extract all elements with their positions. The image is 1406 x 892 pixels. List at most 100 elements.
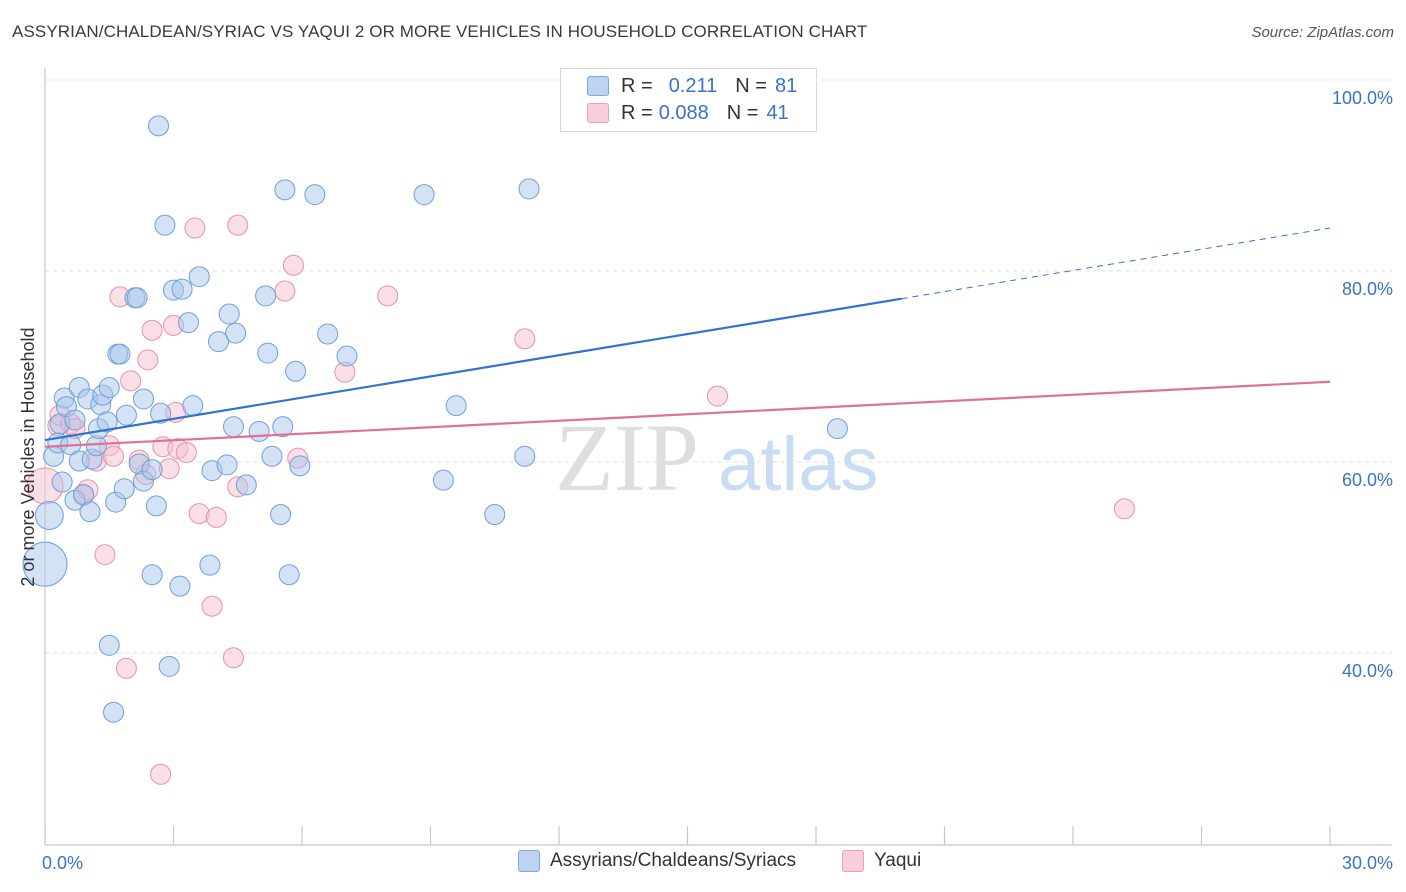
data-point bbox=[98, 377, 120, 399]
watermark: ZIP atlas bbox=[555, 404, 879, 511]
data-point bbox=[1113, 498, 1135, 520]
bottom-legend-yaqui: Yaqui bbox=[842, 850, 921, 872]
data-point bbox=[282, 254, 304, 276]
data-point bbox=[336, 345, 358, 367]
data-point bbox=[826, 418, 848, 440]
data-point bbox=[270, 504, 292, 526]
data-point bbox=[103, 701, 125, 723]
data-point bbox=[255, 285, 277, 307]
data-point bbox=[98, 634, 120, 656]
data-point bbox=[188, 503, 210, 525]
trend-line-assyrian bbox=[44, 297, 902, 442]
data-point bbox=[225, 322, 247, 344]
data-point bbox=[201, 595, 223, 617]
axis-labels: 100.0% 80.0% 60.0% 40.0% 0.0% 30.0% 2 or more … bbox=[18, 88, 1393, 873]
y-tick-label: 60.0% bbox=[1342, 470, 1393, 490]
data-point bbox=[216, 454, 238, 476]
assyrian-points bbox=[22, 115, 848, 723]
source-label: Source: ZipAtlas.com bbox=[1251, 24, 1394, 41]
data-point bbox=[22, 541, 68, 587]
data-point bbox=[304, 184, 326, 206]
legend-n-value: 41 bbox=[766, 101, 789, 124]
bottom-legend-label-yaqui: Yaqui bbox=[874, 850, 922, 871]
data-point bbox=[218, 303, 240, 325]
data-point bbox=[317, 323, 339, 345]
data-point bbox=[175, 441, 197, 463]
data-point bbox=[150, 763, 172, 785]
data-point bbox=[248, 420, 270, 442]
y-tick-label: 40.0% bbox=[1342, 661, 1393, 681]
data-point bbox=[154, 214, 176, 236]
grid-lines bbox=[45, 79, 1392, 654]
data-point bbox=[141, 459, 163, 481]
legend-r-label: R = bbox=[621, 101, 653, 124]
data-point bbox=[113, 478, 135, 500]
data-point bbox=[137, 349, 159, 371]
data-point bbox=[96, 411, 118, 433]
data-point bbox=[182, 395, 204, 417]
data-point bbox=[169, 575, 191, 597]
data-point bbox=[518, 178, 540, 200]
bottom-legend-assyrian: Assyrians/Chaldeans/Syriacs bbox=[518, 850, 796, 872]
data-point bbox=[115, 404, 137, 426]
data-point bbox=[205, 506, 227, 528]
data-point bbox=[257, 342, 279, 364]
y-tick-label: 80.0% bbox=[1342, 279, 1393, 299]
data-point bbox=[171, 278, 193, 300]
data-point bbox=[158, 655, 180, 677]
watermark-zip: ZIP bbox=[555, 404, 699, 511]
data-point bbox=[289, 455, 311, 477]
chart-title: ASSYRIAN/CHALDEAN/SYRIAC VS YAQUI 2 OR M… bbox=[12, 22, 868, 41]
data-point bbox=[274, 179, 296, 201]
data-point bbox=[413, 184, 435, 206]
data-point bbox=[261, 445, 283, 467]
legend-r-value: 0.211 bbox=[668, 74, 718, 97]
data-point bbox=[177, 312, 199, 334]
data-point bbox=[285, 360, 307, 382]
data-point bbox=[79, 501, 101, 523]
data-point bbox=[222, 647, 244, 669]
data-point bbox=[706, 385, 728, 407]
legend-swatch-blue bbox=[587, 76, 609, 96]
data-point bbox=[207, 331, 229, 353]
data-point bbox=[51, 471, 73, 493]
y-tick-label: 100.0% bbox=[1332, 88, 1393, 108]
bottom-legend-swatch-pink bbox=[842, 850, 864, 872]
legend-row-assyrian: R = 0.211 N = 81 bbox=[587, 73, 798, 99]
data-point bbox=[94, 544, 116, 566]
bottom-legend-swatch-blue bbox=[518, 850, 540, 872]
trend-lines bbox=[44, 227, 1331, 448]
data-point bbox=[227, 214, 249, 236]
data-point bbox=[278, 564, 300, 586]
data-point bbox=[133, 388, 155, 410]
data-point bbox=[141, 319, 163, 341]
legend-r-value: 0.088 bbox=[658, 101, 709, 124]
trend-line-yaqui bbox=[44, 380, 1331, 448]
legend-r-label: R = bbox=[621, 74, 653, 97]
data-point bbox=[274, 280, 296, 302]
x-tick-label-max: 30.0% bbox=[1342, 853, 1393, 873]
legend-row-yaqui: R = 0.088 N = 41 bbox=[587, 100, 789, 126]
legend-swatch-pink bbox=[587, 103, 609, 123]
data-point bbox=[115, 657, 137, 679]
data-point bbox=[188, 266, 210, 288]
data-point bbox=[145, 495, 167, 517]
legend-n-value: 81 bbox=[774, 74, 798, 97]
data-point bbox=[34, 500, 64, 530]
x-tick-label-min: 0.0% bbox=[42, 853, 83, 873]
legend-n-label: N = bbox=[726, 101, 759, 124]
data-point bbox=[184, 217, 206, 239]
data-point bbox=[222, 416, 244, 438]
data-point bbox=[64, 409, 86, 431]
data-point bbox=[120, 370, 142, 392]
data-point bbox=[141, 564, 163, 586]
data-point bbox=[150, 402, 172, 424]
data-point bbox=[109, 343, 131, 365]
data-point bbox=[514, 328, 536, 350]
data-point bbox=[432, 469, 454, 491]
legend-n-label: N = bbox=[735, 74, 767, 97]
data-point bbox=[148, 115, 170, 137]
data-point bbox=[103, 445, 125, 467]
data-point bbox=[377, 285, 399, 307]
